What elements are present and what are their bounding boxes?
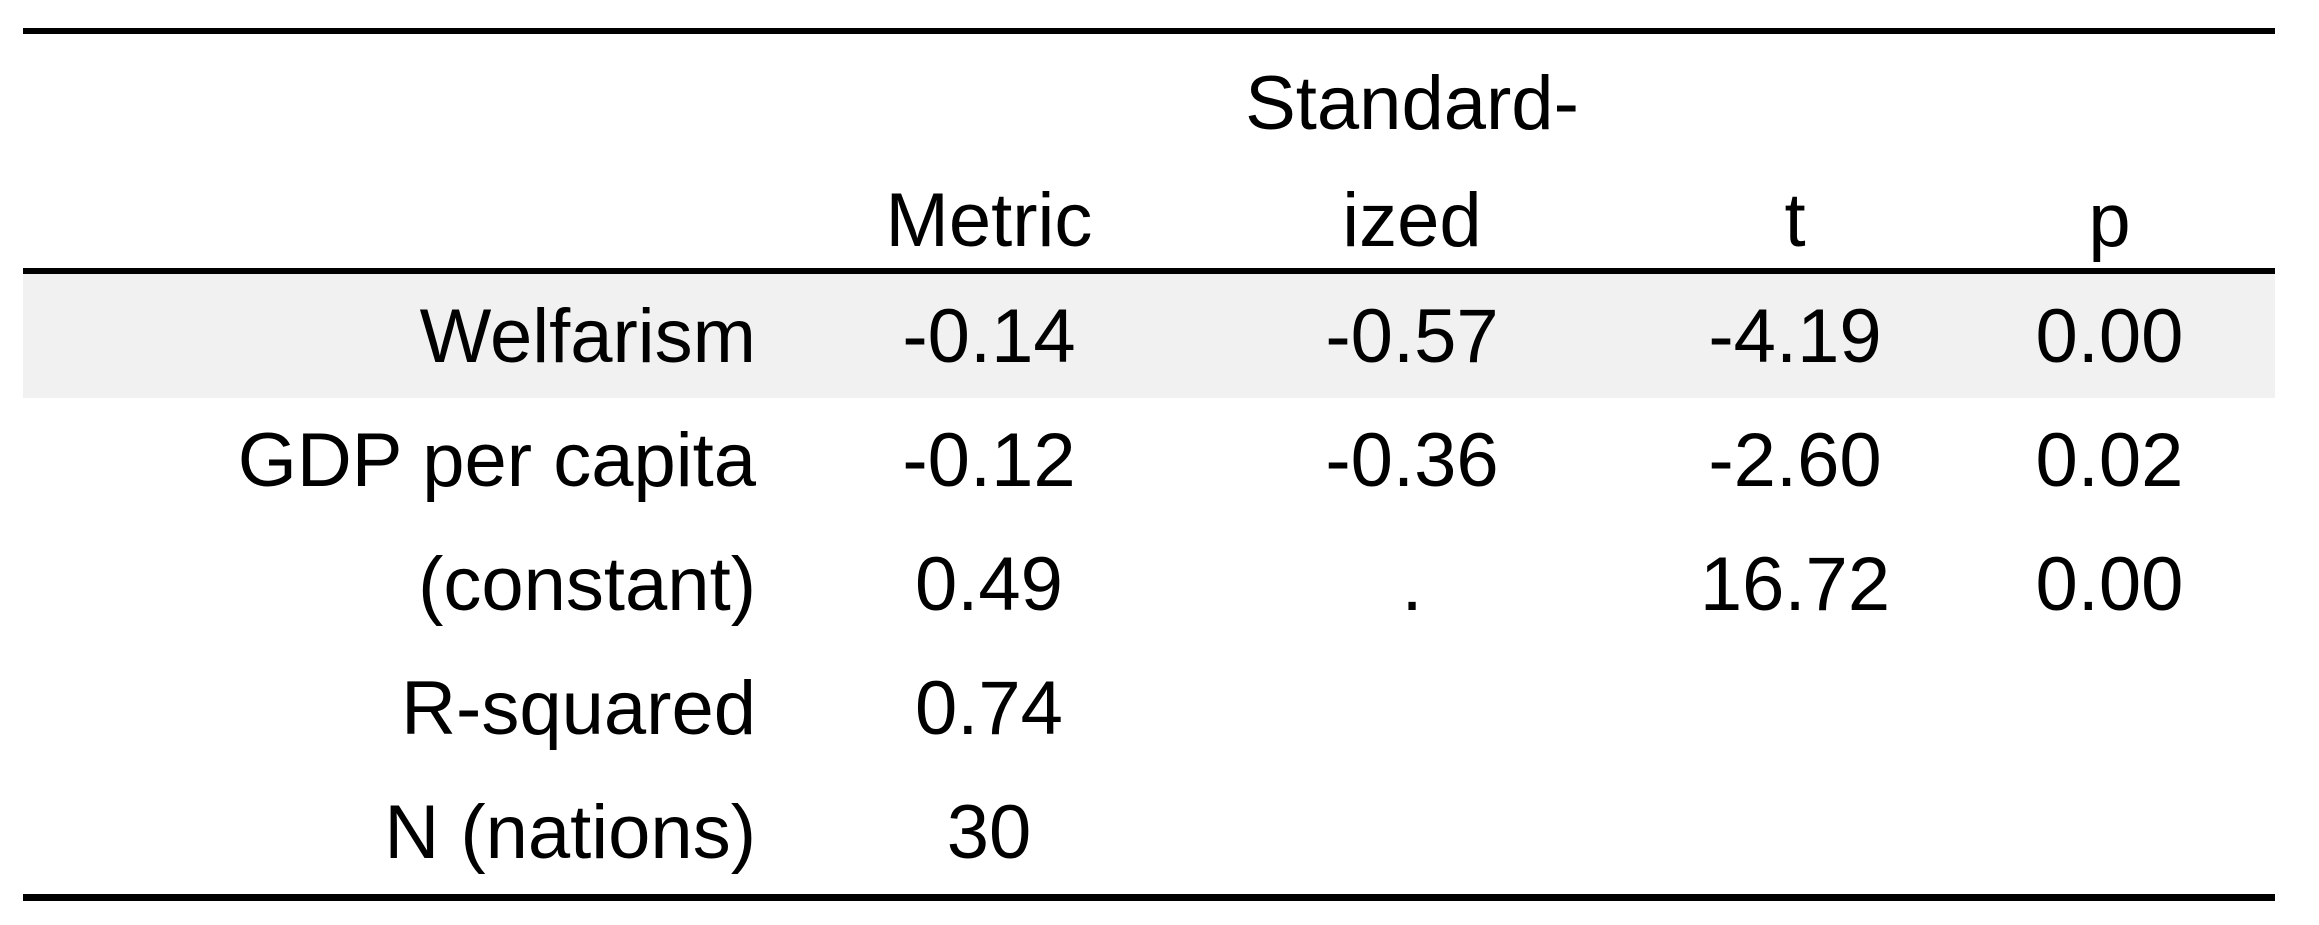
metric-value: 30 <box>946 789 1032 875</box>
standardized-value: -0.36 <box>1325 417 1499 503</box>
header-metric: Metric <box>885 178 1093 263</box>
header-t: t <box>1784 178 1806 263</box>
row-label: R-squared <box>401 665 756 751</box>
p-value: 0.00 <box>2035 293 2184 379</box>
metric-value: -0.14 <box>902 293 1076 379</box>
bottom-rule <box>23 894 2275 901</box>
regression-table: Standard- Metric ized t p Welfarism -0.1… <box>23 28 2275 901</box>
header-line-2: Metric ized t p <box>23 151 2275 268</box>
row-label: (constant) <box>418 541 756 627</box>
header-line-1: Standard- <box>23 34 2275 151</box>
table-row: N (nations) 30 <box>23 770 2275 894</box>
header-p-spacer <box>1944 147 2275 151</box>
metric-value: -0.12 <box>902 417 1076 503</box>
standardized-value: . <box>1401 541 1423 627</box>
table-row: R-squared 0.74 <box>23 646 2275 770</box>
header-standardized-line1: Standard- <box>1245 61 1579 146</box>
table-header: Standard- Metric ized t p <box>23 34 2275 268</box>
table-row: (constant) 0.49 . 16.72 0.00 <box>23 522 2275 646</box>
t-value: -4.19 <box>1708 293 1882 379</box>
metric-value: 0.74 <box>915 665 1063 751</box>
header-label-spacer <box>23 147 800 151</box>
header-standardized-line2: ized <box>1342 178 1482 263</box>
t-value: -2.60 <box>1708 417 1882 503</box>
header-label <box>23 264 800 268</box>
header-metric-spacer <box>800 147 1178 151</box>
table-body: Welfarism -0.14 -0.57 -4.19 0.00 GDP per… <box>23 274 2275 894</box>
top-rule <box>23 28 2275 34</box>
p-value: 0.00 <box>2035 541 2184 627</box>
row-label: GDP per capita <box>237 417 756 503</box>
row-label: N (nations) <box>384 789 756 875</box>
table-row: Welfarism -0.14 -0.57 -4.19 0.00 <box>23 274 2275 398</box>
standardized-value: -0.57 <box>1325 293 1499 379</box>
t-value: 16.72 <box>1699 541 1891 627</box>
metric-value: 0.49 <box>915 541 1063 627</box>
header-p: p <box>2088 178 2131 263</box>
table-row: GDP per capita -0.12 -0.36 -2.60 0.02 <box>23 398 2275 522</box>
p-value: 0.02 <box>2035 417 2184 503</box>
row-label: Welfarism <box>419 293 756 379</box>
header-t-spacer <box>1646 147 1944 151</box>
header-rule <box>23 268 2275 274</box>
